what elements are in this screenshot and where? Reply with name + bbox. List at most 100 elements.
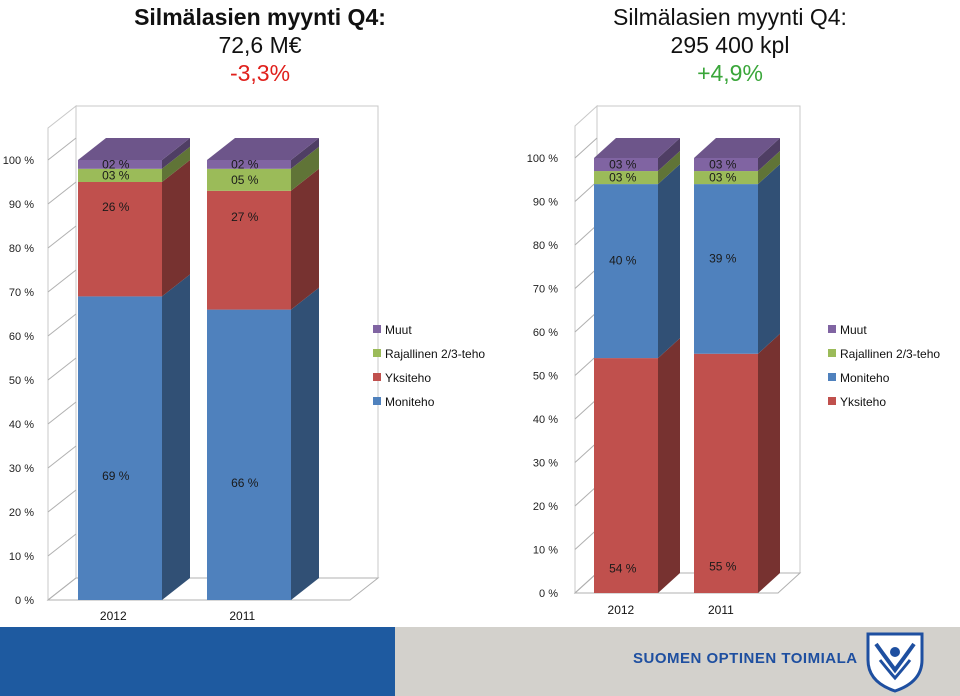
bar-segment-moniteho-2011 (694, 164, 780, 354)
data-label-rajallinen-2-3-teho-2011: 03 % (709, 171, 737, 185)
grid-line (47, 313, 77, 337)
x-tick-label: 2012 (608, 603, 635, 617)
y-tick-label: 90 % (9, 199, 34, 211)
grid-line (574, 485, 598, 507)
bar-segment-moniteho-2011 (207, 287, 319, 600)
data-label-yksiteho-2011: 27 % (231, 210, 259, 224)
left-header-title: Silmälasien myynti Q4: (134, 4, 386, 30)
y-tick-label: 10 % (9, 551, 34, 563)
data-label-yksiteho-2011: 55 % (709, 559, 737, 573)
y-tick-label: 50 % (9, 375, 34, 387)
grid-line (574, 137, 598, 159)
chart-1-legend: Muut Rajallinen 2/3-teho Yksiteho Moniteho (373, 323, 485, 409)
data-label-rajallinen-2-3-teho-2012: 03 % (609, 171, 637, 185)
bar-segment-moniteho-2012 (78, 274, 190, 600)
legend-swatch-muut (373, 325, 381, 333)
bar-front-rajallinen-2-3-teho-2012 (594, 171, 658, 185)
grid-line (47, 225, 77, 249)
right-header-change: +4,9% (697, 60, 763, 86)
footer-grey-band (395, 627, 960, 696)
bar-side-yksiteho-2011 (291, 168, 319, 310)
y-tick-label: 70 % (533, 284, 558, 296)
y-tick-label: 100 % (3, 155, 34, 167)
legend-label-yksiteho: Yksiteho (385, 371, 431, 385)
bar-top-2012 (594, 138, 680, 158)
legend-swatch-muut (828, 325, 836, 333)
bar-front-yksiteho-2011 (207, 190, 291, 310)
y-tick-label: 80 % (9, 243, 34, 255)
data-label-muut-2012: 02 % (102, 157, 130, 171)
bar-front-rajallinen-2-3-teho-2012 (78, 168, 162, 182)
grid-line (47, 401, 77, 425)
bar-side-rajallinen-2-3-teho-2012 (658, 151, 680, 185)
chart-2-legend: Muut Rajallinen 2/3-teho Moniteho Yksiteho (828, 323, 940, 409)
legend-label-yksiteho: Yksiteho (840, 395, 886, 409)
bar-side-muut-2011 (291, 138, 319, 169)
data-label-moniteho-2012: 69 % (102, 469, 130, 483)
plot-side-wall (47, 104, 77, 602)
left-header: Silmälasien myynti Q4: 72,6 M€ -3,3% (90, 3, 430, 87)
data-label-muut-2011: 02 % (231, 157, 259, 171)
bar-front-moniteho-2011 (694, 184, 758, 354)
data-label-moniteho-2012: 40 % (609, 253, 637, 267)
bar-segment-yksiteho-2011 (694, 333, 780, 593)
y-tick-label: 20 % (533, 501, 558, 513)
bar-segment-yksiteho-2012 (594, 338, 680, 593)
legend-label-muut: Muut (385, 323, 412, 337)
left-header-value: 72,6 M€ (218, 32, 302, 58)
plot-side-wall (574, 104, 598, 595)
legend-label-rajallinen-2-3-teho: Rajallinen 2/3-teho (385, 347, 485, 361)
y-tick-label: 30 % (533, 458, 558, 470)
footer-brand: SUOMEN OPTINEN TOIMIALA (633, 650, 858, 667)
y-tick-label: 100 % (527, 153, 558, 165)
bar-segment-yksiteho-2011 (207, 168, 319, 310)
bar-segment-moniteho-2012 (594, 164, 680, 359)
bar-segment-muut-2011 (694, 138, 780, 172)
bar-front-moniteho-2012 (594, 184, 658, 359)
legend-swatch-yksiteho (828, 397, 836, 405)
bar-front-muut-2011 (694, 158, 758, 172)
bar-segment-rajallinen-2-3-teho-2011 (694, 151, 780, 185)
bar-side-muut-2011 (758, 138, 780, 172)
legend-swatch-rajallinen-2-3-teho (828, 349, 836, 357)
bar-side-moniteho-2011 (291, 287, 319, 600)
bar-side-moniteho-2012 (162, 274, 190, 600)
data-label-rajallinen-2-3-teho-2011: 05 % (231, 173, 259, 187)
bar-side-yksiteho-2012 (162, 160, 190, 297)
bar-side-muut-2012 (658, 138, 680, 172)
bar-top-2012 (78, 138, 190, 160)
bar-front-yksiteho-2011 (694, 353, 758, 593)
legend-label-moniteho: Moniteho (385, 395, 435, 409)
grid-line (47, 269, 77, 293)
y-tick-label: 60 % (9, 331, 34, 343)
bar-front-moniteho-2011 (207, 309, 291, 600)
y-tick-label: 30 % (9, 463, 34, 475)
bar-front-moniteho-2012 (78, 296, 162, 600)
y-tick-label: 40 % (533, 414, 558, 426)
bar-side-muut-2012 (162, 138, 190, 169)
bar-top-2011 (207, 138, 319, 160)
data-label-moniteho-2011: 39 % (709, 251, 737, 265)
footer-blue-band (0, 627, 395, 696)
data-label-yksiteho-2012: 26 % (102, 200, 130, 214)
y-tick-label: 0 % (539, 588, 558, 600)
grid-line (574, 442, 598, 463)
chart-2: 0 % 10 % 20 % 30 % 40 % 50 % 60 % 70 % 80 % 90 % 1… (527, 104, 940, 617)
data-label-muut-2012: 03 % (609, 158, 637, 172)
legend-swatch-moniteho (828, 373, 836, 381)
bar-top-2011 (694, 138, 780, 158)
bar-segment-muut-2011 (207, 138, 319, 169)
right-header-title: Silmälasien myynti Q4: (613, 4, 847, 30)
chart-1: 0 % 10 % 20 % 30 % 40 % 50 % 60 % 70 % 80 % 90 % 1… (3, 104, 485, 623)
y-tick-label: 70 % (9, 287, 34, 299)
y-tick-label: 90 % (533, 197, 558, 209)
bar-side-moniteho-2012 (658, 164, 680, 359)
bar-front-muut-2012 (594, 158, 658, 172)
grid-line (574, 181, 598, 202)
bar-front-yksiteho-2012 (594, 358, 658, 593)
shield-logo-icon (866, 632, 924, 693)
grid-line (47, 137, 77, 161)
data-label-yksiteho-2012: 54 % (609, 562, 637, 576)
